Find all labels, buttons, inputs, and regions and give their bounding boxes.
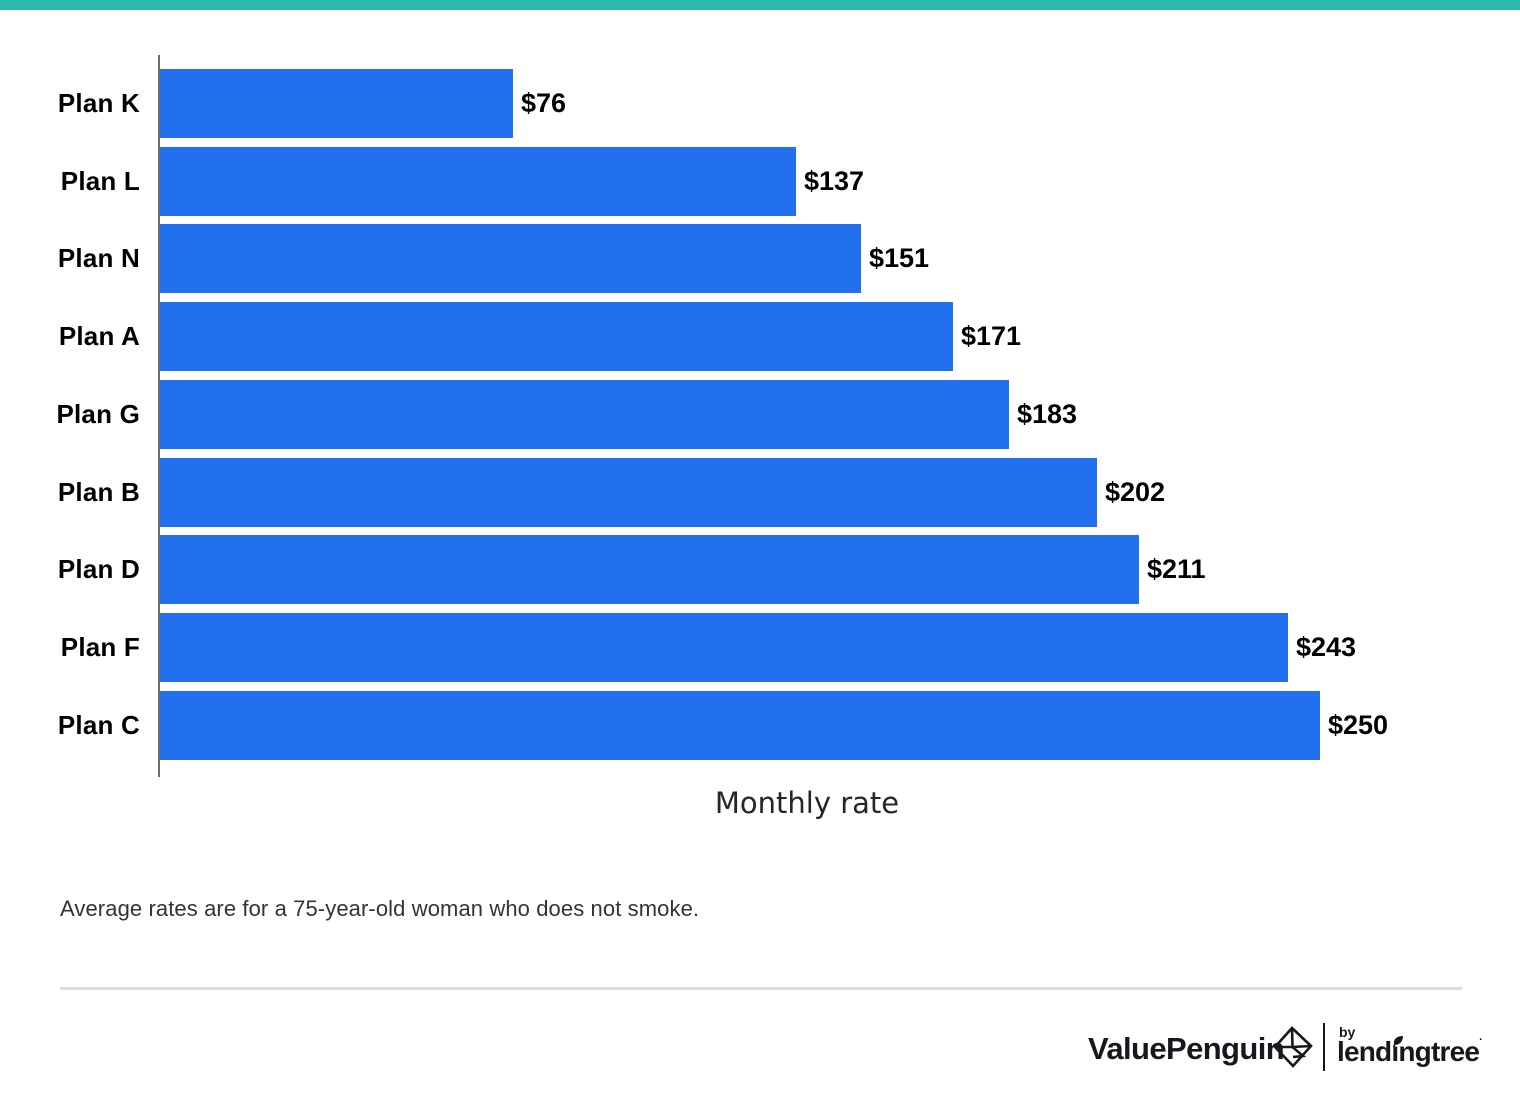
value-label: $243 [1296, 632, 1357, 662]
value-label: $137 [804, 166, 865, 196]
bar [160, 458, 1097, 527]
dotless-i: ı [1391, 1036, 1399, 1067]
lendingtree-wordmark: lendı ngtree· [1337, 1034, 1483, 1068]
value-label: $202 [1105, 477, 1166, 507]
category-label: Plan N [57, 243, 140, 273]
value-label: $151 [869, 243, 930, 273]
category-label: Plan A [58, 321, 140, 351]
bar [160, 380, 1009, 449]
value-label: $183 [1017, 399, 1078, 429]
lendingtree-text-start: lend [1337, 1036, 1392, 1067]
category-label: Plan C [57, 710, 140, 740]
bar [160, 535, 1139, 604]
horizontal-divider [60, 987, 1462, 990]
lendingtree-text-end: ngtree [1398, 1036, 1480, 1067]
valuepenguin-icon [1270, 1025, 1316, 1076]
category-label: Plan L [60, 166, 140, 196]
lendingtree-leaf-icon [1391, 1023, 1404, 1055]
y-axis-line [158, 55, 160, 777]
chart-footnote: Average rates are for a 75-year-old woma… [60, 896, 700, 921]
category-label: Plan F [60, 632, 140, 662]
category-label: Plan D [57, 554, 140, 584]
value-label: $250 [1328, 710, 1389, 740]
lendingtree-letter-i: ı [1391, 1036, 1404, 1068]
bar [160, 302, 953, 371]
lendingtree-by-label: by [1339, 1024, 1356, 1040]
valuepenguin-wordmark: ValuePenguin [1088, 1031, 1285, 1066]
value-label: $211 [1147, 554, 1206, 584]
category-label: Plan B [57, 477, 140, 507]
bar [160, 69, 513, 138]
category-label: Plan G [56, 399, 140, 429]
bar [160, 691, 1320, 760]
bar [160, 613, 1288, 682]
lockup-divider [1323, 1023, 1325, 1071]
footer-brand-lockup: ValuePenguin by lendı ngtree· [1080, 1018, 1483, 1078]
brand-accent-bar [0, 0, 1520, 10]
value-label: $171 [961, 321, 1022, 351]
category-label: Plan K [57, 88, 140, 118]
lendingtree-trademark: · [1479, 1034, 1483, 1046]
bar-chart: Plan K $76 Plan L $137 Plan N $151 Plan A $171 P… [56, 55, 1389, 820]
bar [160, 147, 796, 216]
bar [160, 224, 861, 293]
value-label: $76 [521, 88, 567, 118]
x-axis-title: Monthly rate [714, 786, 900, 820]
